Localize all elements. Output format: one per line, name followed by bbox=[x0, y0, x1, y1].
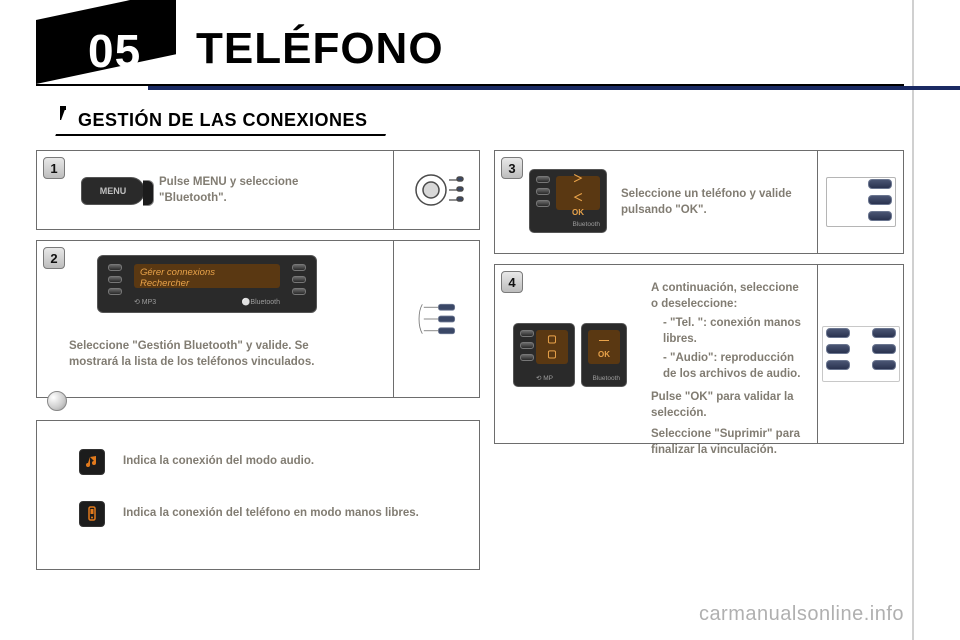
radio-display: Gérer connexions Rechercher ⟲ MP3 ⚪Bluet… bbox=[97, 255, 317, 313]
screen-foot-left: ⟲ MP3 bbox=[134, 298, 156, 306]
screenA-1: ▢ bbox=[547, 334, 556, 345]
left-column: 1 MENU Pulse MENU y seleccione "Bluetoot… bbox=[36, 150, 480, 610]
step-4-panel: 4 ▢ ▢ ⟲ MP — OK Bluetooth A continuación… bbox=[494, 264, 904, 444]
foot-left: ⟲ MP bbox=[536, 374, 553, 382]
right-column: 3 ＞ ＜ OK Bluetooth Seleccione un teléfon… bbox=[494, 150, 904, 510]
step4-lead: A continuación, seleccione o deseleccion… bbox=[651, 281, 809, 312]
step4-sup: Seleccione "Suprimir" para finalizar la … bbox=[651, 427, 809, 458]
step2-text-a: Seleccione "Gestión Bluetooth" y valide.… bbox=[69, 339, 314, 355]
screenA-2: ▢ bbox=[547, 349, 556, 360]
step4-bullet2: "Audio": reproducción de los archivos de… bbox=[663, 352, 800, 380]
rotary-dial-icon bbox=[409, 168, 465, 212]
step-number: 3 bbox=[501, 157, 523, 179]
chapter-title: TELÉFONO bbox=[196, 24, 444, 74]
screen-line-1: Gérer connexions bbox=[140, 267, 274, 278]
audio-mode-icon bbox=[79, 449, 105, 475]
watermark: carmanualsonline.info bbox=[699, 603, 904, 626]
step1-text-a: Pulse MENU y seleccione bbox=[159, 175, 298, 191]
step1-text-b: "Bluetooth". bbox=[159, 191, 298, 207]
section-title: GESTIÓN DE LAS CONEXIONES bbox=[78, 110, 368, 131]
step4-bullet1: "Tel. ": conexión manos libres. bbox=[663, 317, 801, 345]
screen-foot-right: ⚪Bluetooth bbox=[242, 298, 280, 306]
step-2-panel: 2 Gérer connexions Rechercher ⟲ MP3 ⚪Blu… bbox=[36, 240, 480, 398]
mini-display: ＞ ＜ OK Bluetooth bbox=[529, 169, 607, 233]
foot-right: Bluetooth bbox=[593, 375, 620, 382]
screenB-1: — bbox=[599, 335, 609, 346]
legend-panel: Indica la conexión del modo audio. Indic… bbox=[36, 420, 480, 570]
screen-up: ＞ bbox=[573, 170, 583, 185]
screen-foot-right: Bluetooth bbox=[573, 221, 600, 228]
chapter-header: 05 TELÉFONO bbox=[36, 20, 904, 84]
screen-line-2: Rechercher bbox=[140, 278, 274, 289]
screen-dn: ＜ bbox=[573, 189, 583, 204]
step-number: 1 bbox=[43, 157, 65, 179]
step3-text-a: Seleccione un teléfono y valide bbox=[621, 187, 792, 203]
legend-audio: Indica la conexión del modo audio. bbox=[123, 454, 314, 470]
step2-text-b: mostrará la lista de los teléfonos vincu… bbox=[69, 355, 314, 371]
step3-text-b: pulsando "OK". bbox=[621, 203, 792, 219]
handsfree-icon bbox=[79, 501, 105, 527]
step4-ok: Pulse "OK" para validar la selección. bbox=[651, 390, 809, 421]
screenB-2: OK bbox=[598, 350, 610, 359]
step-1-panel: 1 MENU Pulse MENU y seleccione "Bluetoot… bbox=[36, 150, 480, 230]
page-gutter bbox=[912, 0, 914, 640]
chapter-accent-rule bbox=[148, 86, 960, 90]
side-buttons-sketch bbox=[822, 326, 900, 382]
chapter-number: 05 bbox=[88, 24, 141, 78]
side-buttons-sketch bbox=[826, 177, 896, 227]
mini-display-a: ▢ ▢ ⟲ MP bbox=[513, 323, 575, 387]
step-3-panel: 3 ＞ ＜ OK Bluetooth Seleccione un teléfon… bbox=[494, 150, 904, 254]
menu-button-glyph: MENU bbox=[81, 177, 145, 205]
side-buttons-sketch bbox=[409, 297, 465, 341]
step-number: 2 bbox=[43, 247, 65, 269]
step-number: 4 bbox=[501, 271, 523, 293]
screen-ok: OK bbox=[572, 208, 584, 217]
tip-bulb-icon bbox=[47, 391, 67, 411]
legend-phone: Indica la conexión del teléfono en modo … bbox=[123, 506, 419, 522]
mini-display-b: — OK Bluetooth bbox=[581, 323, 627, 387]
menu-label: MENU bbox=[100, 186, 127, 196]
